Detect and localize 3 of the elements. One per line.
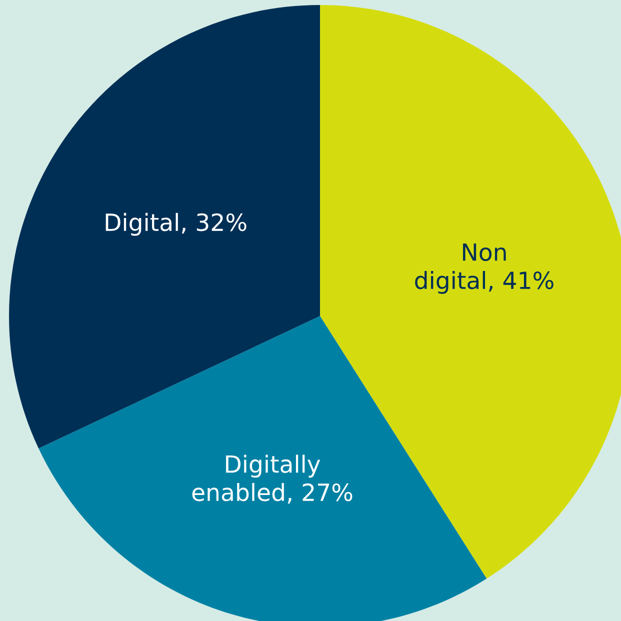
- slice-label: Digitally enabled, 27%: [192, 454, 352, 504]
- slice-label: Non digital, 41%: [415, 243, 554, 294]
- slice-label: Digital, 32%: [106, 212, 246, 236]
